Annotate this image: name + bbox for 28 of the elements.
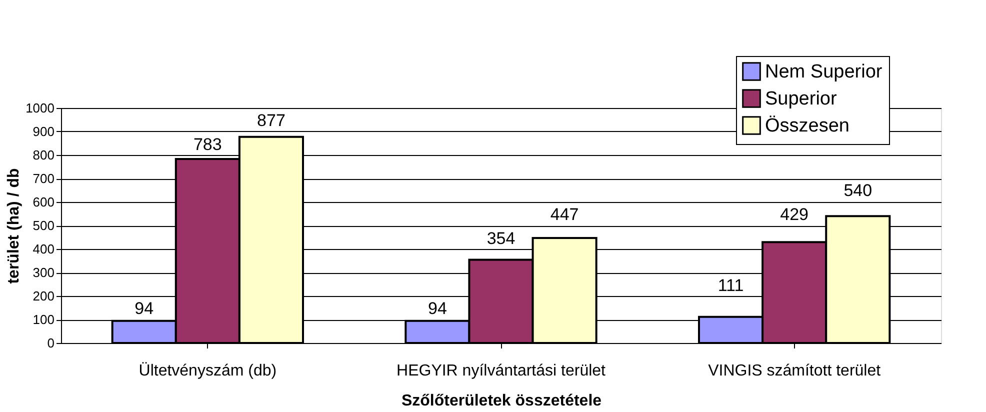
data-label: 429 [780, 205, 809, 224]
y-tick-label: 1000 [26, 100, 54, 116]
x-tick-label: VINGIS számított terület [708, 362, 882, 380]
y-axis-title: terület (ha) / db [6, 168, 23, 284]
legend-label: Nem Superior [765, 62, 883, 82]
data-label: 540 [844, 181, 872, 200]
data-label: 877 [257, 110, 286, 130]
data-label: 94 [134, 298, 154, 318]
y-tick-label: 200 [32, 288, 54, 304]
y-tick-label: 500 [32, 218, 54, 233]
x-tick-label: Ültetvényszám (db) [138, 362, 277, 380]
x-axis-title: Szőlőterületek összetétele [401, 392, 602, 410]
y-tick-label: 700 [32, 171, 54, 186]
data-label: 447 [550, 204, 579, 224]
y-tick-label: 300 [32, 265, 54, 280]
data-label: 783 [193, 134, 222, 154]
data-label: 111 [718, 276, 744, 295]
y-tick-label: 100 [32, 312, 54, 327]
y-tick-label: 900 [32, 124, 54, 139]
data-label: 94 [428, 298, 447, 318]
legend-label: Superior [765, 88, 838, 110]
x-tick-label: HEGYIR nyílvántartási terület [396, 362, 606, 380]
y-tick-label: 400 [32, 242, 54, 256]
y-tick-label: 800 [32, 148, 54, 162]
y-tick-label: 0 [47, 336, 54, 350]
data-label: 354 [486, 228, 516, 248]
y-tick-label: 600 [32, 194, 54, 210]
legend-label: Összesen [765, 116, 850, 136]
